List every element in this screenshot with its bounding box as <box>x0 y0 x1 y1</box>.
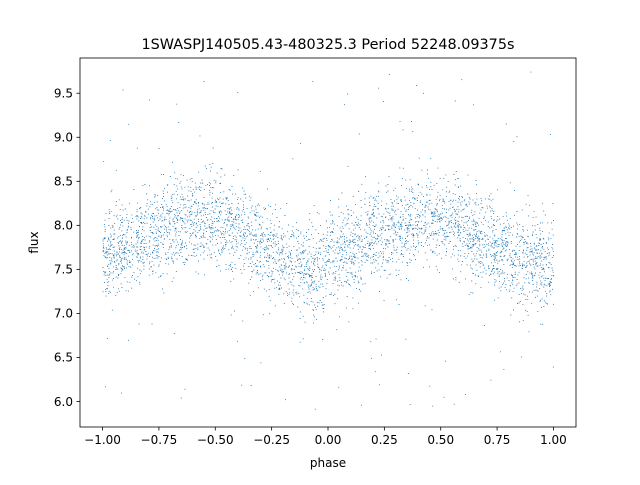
y-tick-label: 9.5 <box>54 87 73 101</box>
x-axis-label: phase <box>310 456 346 470</box>
x-tick-label: 0.50 <box>427 433 454 447</box>
y-tick-label: 9.0 <box>54 131 73 145</box>
x-tick-label: −0.75 <box>141 433 178 447</box>
x-tick-label: −0.50 <box>197 433 234 447</box>
y-tick-label: 6.5 <box>54 351 73 365</box>
y-tick-label: 6.0 <box>54 395 73 409</box>
x-tick-label: −1.00 <box>84 433 121 447</box>
y-axis-ticks: 6.0 6.5 7.0 7.5 8.0 8.5 9.0 9.5 <box>54 87 80 409</box>
x-tick-label: 0.75 <box>484 433 511 447</box>
chart-title: 1SWASPJ140505.43-480325.3 Period 52248.0… <box>142 37 515 53</box>
y-tick-label: 8.5 <box>54 175 73 189</box>
x-tick-label: −0.25 <box>253 433 290 447</box>
scatter-points <box>102 71 555 410</box>
x-tick-label: 1.00 <box>540 433 567 447</box>
y-axis-label: flux <box>27 231 41 253</box>
y-tick-label: 7.0 <box>54 307 73 321</box>
y-tick-label: 7.5 <box>54 263 73 277</box>
scatter-point-cloud <box>102 71 555 410</box>
x-tick-label: 0.25 <box>371 433 398 447</box>
y-tick-label: 8.0 <box>54 219 73 233</box>
x-tick-label: 0.00 <box>315 433 342 447</box>
x-axis-ticks: −1.00 −0.75 −0.50 −0.25 0.00 0.25 0.50 0.75 1.00 <box>84 427 567 447</box>
